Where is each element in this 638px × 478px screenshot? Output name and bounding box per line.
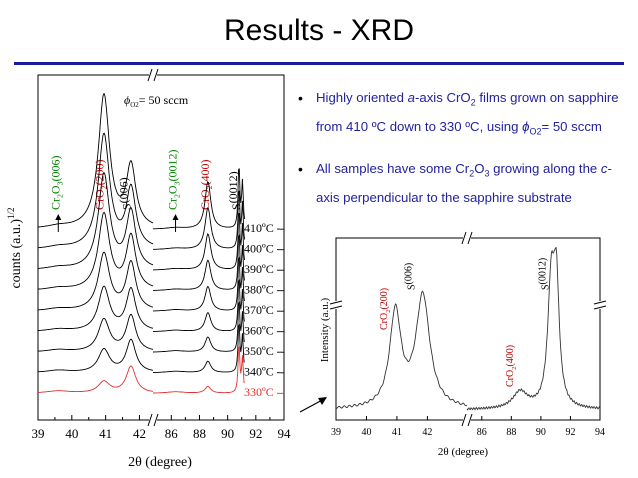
inset-x-tick-label: 88 [506, 427, 516, 438]
axis-break-top-mark [147, 68, 153, 82]
peak-label: CrO2(200) [92, 159, 108, 210]
series-line [37, 212, 154, 290]
series-label-bg [241, 362, 277, 379]
inset-side-break-gap [594, 301, 606, 309]
peak-label: S(0012) [226, 171, 243, 210]
inset-x-tick-label: 41 [392, 427, 402, 438]
inset-side-break-mark [329, 300, 343, 305]
axis-break-bottom-mark [147, 413, 153, 427]
inset-x-tick-label: 86 [477, 427, 487, 438]
series-line [38, 365, 154, 393]
series-label-bg [241, 342, 277, 358]
xrd-inset-chart: 39 40 41 42 86 88 90 92 94 2θ (degree) Intensity (… [299, 231, 607, 458]
bullet-dot-icon: • [298, 161, 303, 178]
peak-arrow-head [172, 214, 179, 220]
inset-break-top-mark [461, 231, 467, 245]
bullet-item: • All samples have some Cr2O3 growing alo… [296, 157, 626, 210]
series-label-bg [241, 280, 277, 297]
inset-y-axis-label: Intensity (a.u.) [319, 297, 331, 362]
axis-break-top-mark [153, 68, 159, 82]
xrd-stacked-chart: 39 40 41 42 86 88 90 92 94 2θ (degree) counts (a.u… [6, 68, 292, 470]
series-line [38, 132, 154, 249]
x-tick-label: 88 [193, 426, 206, 441]
inset-x-tick-label: 94 [595, 427, 605, 438]
inset-x-tick-label: 39 [331, 427, 341, 438]
series-label-bg [241, 239, 277, 256]
series-line [38, 172, 154, 269]
flow-label: ϕO2= 50 sccm [124, 93, 189, 109]
series-line [37, 251, 154, 311]
inset-series-line [335, 290, 468, 409]
bullet-list: • Highly oriented a-axis CrO2 films grown… [296, 86, 626, 224]
series-label: 410ºC [244, 221, 274, 235]
title-divider [14, 62, 624, 65]
inset-x-tick-label: 42 [422, 427, 432, 438]
x-tick-label: 92 [249, 426, 262, 441]
slide-title: Results - XRD [223, 14, 415, 47]
inset-frame [335, 237, 601, 421]
peak-label: S(006) [116, 177, 133, 210]
inset-x-axis-label: 2θ (degree) [438, 446, 488, 458]
pointer-arrow-head [318, 397, 327, 405]
inset-side-break-gap [330, 301, 342, 309]
bullet-text: All samples have some Cr2O3 growing alon… [316, 161, 612, 205]
inset-break-bottom-mark [467, 413, 473, 427]
inset-series-line [466, 247, 601, 411]
series-label: 330ºC [244, 385, 274, 399]
x-tick-label: 94 [278, 426, 292, 441]
series-label: 360ºC [244, 324, 274, 338]
series-label: 340ºC [244, 365, 274, 379]
inset-side-break-mark [593, 305, 607, 310]
inset-peak-label: CrO2(400) [505, 345, 518, 387]
inset-x-tick-label: 40 [361, 427, 371, 438]
axis-break-top-gap [149, 68, 157, 82]
inset-x-tick-label: 90 [536, 427, 546, 438]
x-tick-label: 90 [221, 426, 234, 441]
series-label: 390ºC [244, 262, 274, 276]
inset-break-top-gap [463, 231, 471, 245]
inset-x-tick-label: 92 [565, 427, 575, 438]
series-label-bg [241, 301, 277, 317]
inset-peak-label: CrO2(200) [379, 288, 392, 330]
series-label: 350ºC [244, 344, 274, 358]
x-tick-label: 40 [65, 426, 78, 441]
series-line [37, 338, 154, 373]
series-label: 400ºC [244, 242, 274, 256]
x-tick-label: 39 [32, 426, 45, 441]
series-line [38, 93, 154, 228]
series-line [37, 313, 154, 352]
peak-label: Cr2O3(006) [48, 156, 64, 210]
inset-break-bottom-gap [463, 413, 471, 427]
bullet-text: Highly oriented a-axis CrO2 films grown … [316, 90, 619, 137]
peak-label: CrO2(400) [198, 159, 214, 210]
series-label-bg [241, 260, 277, 276]
inset-break-top-mark [467, 231, 473, 245]
series-label-bg [241, 321, 277, 338]
inset-peak-label: S(0012) [538, 258, 552, 290]
y-axis-label: counts (a.u.)1/2 [6, 207, 24, 288]
peak-label: Cr2O3(0012) [166, 150, 182, 210]
axis-break-bottom-mark [153, 413, 159, 427]
x-tick-label: 86 [165, 426, 179, 441]
x-tick-label: 42 [133, 426, 146, 441]
series-line [38, 285, 154, 331]
series-label-bg [241, 219, 277, 235]
inset-break-bottom-mark [461, 413, 467, 427]
bullet-dot-icon: • [298, 90, 303, 106]
series-label: 370ºC [244, 303, 274, 317]
x-axis-label: 2θ (degree) [128, 455, 192, 470]
axis-break-bottom-gap [149, 413, 157, 427]
bullet-item: • Highly oriented a-axis CrO2 films grown… [296, 86, 626, 143]
inset-side-break-mark [593, 300, 607, 305]
series-label: 380ºC [244, 283, 274, 297]
inset-side-break-mark [329, 305, 343, 310]
x-tick-label: 41 [99, 426, 112, 441]
peak-arrow-head [55, 214, 62, 220]
series-label-bg [241, 383, 277, 399]
inset-peak-label: S(006) [403, 263, 417, 290]
